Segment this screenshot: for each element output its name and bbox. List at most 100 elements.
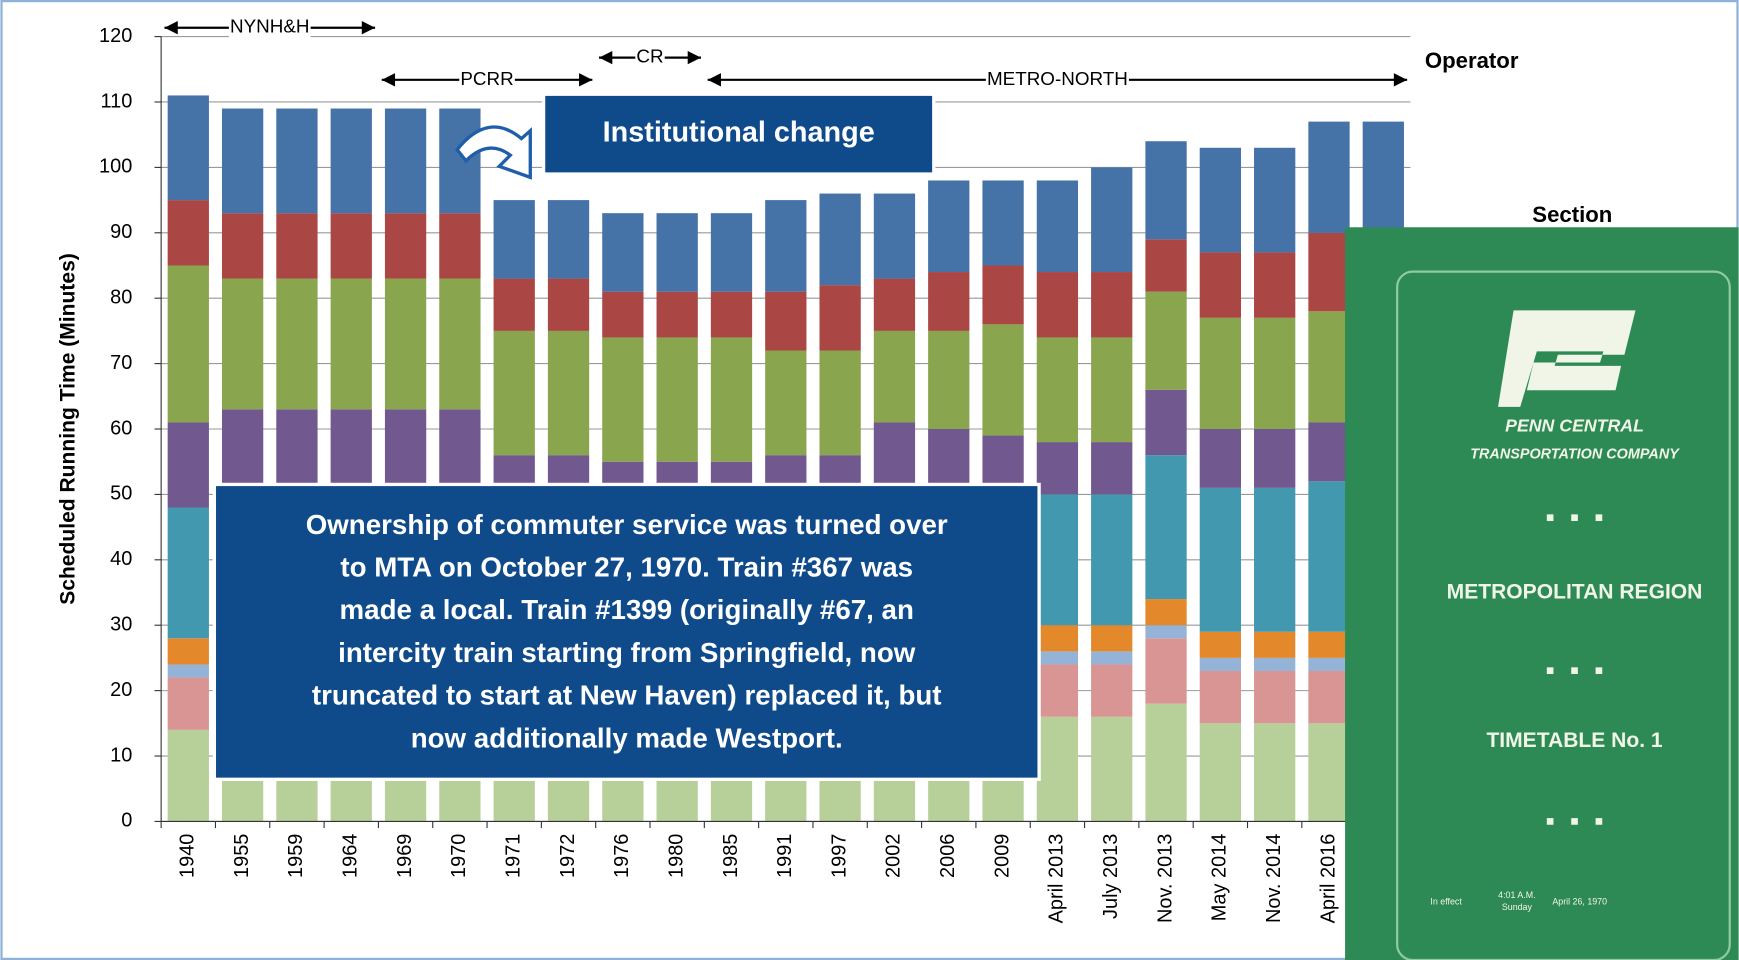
bar-segment — [819, 285, 861, 351]
bar-segment — [384, 278, 427, 410]
bar-segment — [276, 213, 318, 279]
bar-segment — [330, 278, 372, 410]
bar-segment — [1254, 317, 1296, 430]
time: 4:01 A.M. — [1498, 890, 1535, 900]
bar-segment — [1091, 337, 1133, 443]
x-tick-label: 1972 — [557, 834, 579, 878]
bar-segment — [167, 638, 209, 665]
bar-segment — [1036, 494, 1079, 626]
x-tick-label: 1955 — [231, 834, 253, 878]
x-tick-label: 1940 — [177, 834, 199, 878]
bar-segment — [982, 265, 1024, 325]
bar-segment — [928, 180, 970, 273]
x-tick-label: 1997 — [828, 834, 850, 878]
bar-segment — [928, 330, 970, 430]
bar-segment — [1308, 657, 1350, 672]
callout-box — [541, 92, 936, 176]
bar-segment — [656, 337, 698, 462]
bar-segment — [547, 200, 590, 279]
bar-segment — [873, 193, 916, 279]
x-tick-label: 1964 — [340, 834, 362, 878]
x-tick-label: 2002 — [883, 834, 905, 878]
x-tick-label: July 2013 — [1100, 834, 1122, 919]
bar-segment — [330, 213, 372, 279]
x-tick-label: 1980 — [665, 834, 687, 878]
y-tick-label: 20 — [110, 679, 132, 701]
y-tick-label: 80 — [110, 286, 132, 308]
x-tick-label: April 2016 — [1317, 834, 1339, 924]
bar-segment — [710, 291, 753, 338]
y-tick-label: 30 — [110, 613, 132, 635]
in-effect: In effect — [1430, 897, 1462, 907]
note-line: to MTA on October 27, 1970. Train #367 w… — [340, 552, 913, 583]
x-tick-label: 2006 — [937, 834, 959, 878]
bar-segment — [1199, 723, 1241, 822]
x-tick-label: 1971 — [502, 834, 524, 878]
bar-segment — [1091, 716, 1133, 822]
date: April 26, 1970 — [1552, 897, 1607, 907]
bar-segment — [1199, 317, 1241, 430]
bar-segment — [547, 330, 590, 456]
region: METROPOLITAN REGION — [1447, 581, 1703, 604]
bar-segment — [765, 200, 807, 292]
bar-segment — [1254, 429, 1296, 488]
bar-segment — [1145, 638, 1187, 704]
y-tick-label: 70 — [110, 352, 132, 374]
x-tick-label: 1969 — [394, 834, 416, 878]
x-tick-label: Nov. 2013 — [1154, 834, 1176, 923]
bar-segment — [276, 278, 318, 410]
y-tick-label: 60 — [110, 417, 132, 439]
y-tick-label: 100 — [99, 156, 132, 178]
bar-segment — [1254, 631, 1296, 658]
y-tick-label: 120 — [99, 25, 132, 47]
x-tick-label: 2009 — [991, 834, 1013, 878]
bar-segment — [167, 422, 209, 508]
bar-segment — [1036, 442, 1079, 495]
bar-segment — [710, 213, 753, 292]
bar-segment — [1145, 141, 1187, 240]
overlays: Institutional change Ownership of commut… — [164, 16, 1739, 960]
bar-segment — [1091, 494, 1133, 626]
note-line: Ownership of commuter service was turned… — [306, 509, 948, 540]
bar-segment — [1254, 487, 1296, 632]
bar-segment — [1308, 631, 1350, 658]
bar-segment — [221, 278, 264, 410]
x-tick-label: Nov. 2014 — [1263, 834, 1285, 923]
bar-segment — [982, 324, 1024, 436]
bar-segment — [1036, 337, 1079, 443]
bar-segment — [1145, 599, 1187, 626]
callout-text: Institutional change — [603, 117, 875, 149]
y-tick-label: 0 — [121, 810, 132, 832]
note-line: intercity train starting from Springfiel… — [338, 637, 916, 668]
bar-segment — [167, 664, 209, 678]
bar-segment — [1036, 651, 1079, 665]
bar-segment — [1254, 671, 1296, 724]
era-label-bg — [985, 68, 1129, 91]
timetable-image: PENN CENTRAL TRANSPORTATION COMPANY METR… — [1345, 227, 1739, 960]
curved-arrow — [454, 125, 532, 180]
bar-segment — [873, 330, 916, 423]
x-tick-label: 1985 — [720, 834, 742, 878]
bar-segment — [710, 337, 753, 462]
bar-segment — [765, 350, 807, 456]
y-tick-label: 90 — [110, 221, 132, 243]
bar-segment — [1308, 481, 1350, 632]
bar-segment — [819, 350, 861, 456]
bar-segment — [1036, 180, 1079, 273]
y-tick-label: 40 — [110, 548, 132, 570]
bar-segment — [1036, 625, 1079, 652]
bar-segment — [982, 180, 1024, 266]
bar-segment — [1145, 625, 1187, 639]
bar-segment — [1036, 272, 1079, 338]
bar-segment — [1091, 664, 1133, 717]
bar-segment — [1254, 657, 1296, 672]
bar-segment — [1308, 422, 1350, 482]
bar-segment — [1308, 723, 1350, 822]
dots — [1546, 514, 1603, 825]
bar-segment — [439, 213, 481, 279]
bar-segment — [656, 291, 698, 338]
era-label: METRO-NORTH — [987, 68, 1128, 89]
note-line: now additionally made Westport. — [411, 722, 843, 753]
